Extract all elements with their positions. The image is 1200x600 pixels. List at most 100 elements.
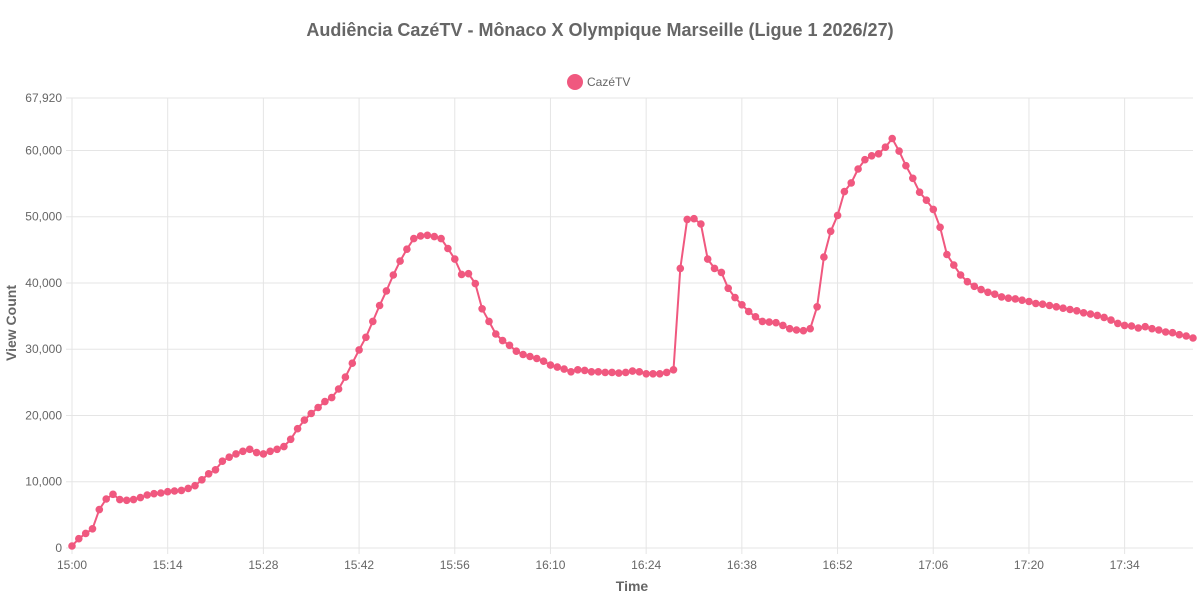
data-point[interactable] [327, 393, 336, 402]
data-point[interactable] [122, 496, 131, 505]
data-point[interactable] [779, 321, 787, 330]
data-point[interactable] [266, 447, 275, 456]
data-point[interactable] [539, 357, 548, 366]
data-point[interactable] [198, 476, 206, 484]
data-point[interactable] [861, 155, 869, 164]
data-point[interactable] [963, 277, 972, 286]
data-point[interactable] [1052, 303, 1061, 311]
data-point[interactable] [724, 284, 732, 293]
data-point[interactable] [977, 285, 985, 294]
data-point[interactable] [615, 369, 623, 377]
data-point[interactable] [806, 324, 814, 333]
data-point[interactable] [293, 424, 302, 433]
data-point[interactable] [498, 336, 507, 345]
data-point[interactable] [519, 350, 527, 359]
data-point[interactable] [587, 368, 596, 376]
data-point[interactable] [177, 486, 186, 495]
data-point[interactable] [567, 368, 575, 376]
data-point[interactable] [129, 495, 138, 504]
data-point[interactable] [929, 205, 938, 214]
data-point[interactable] [546, 361, 555, 369]
data-point[interactable] [1011, 295, 1020, 303]
data-point[interactable] [676, 264, 685, 273]
data-point[interactable] [68, 542, 76, 550]
data-point[interactable] [710, 264, 719, 273]
data-point[interactable] [321, 397, 329, 406]
data-point[interactable] [211, 466, 220, 474]
data-point[interactable] [252, 448, 261, 457]
data-point[interactable] [116, 495, 124, 504]
data-point[interactable] [888, 134, 896, 143]
data-point[interactable] [163, 487, 172, 496]
data-point[interactable] [608, 368, 616, 377]
data-point[interactable] [451, 255, 459, 263]
data-point[interactable] [697, 220, 705, 228]
data-point[interactable] [560, 365, 568, 373]
data-point[interactable] [922, 196, 931, 204]
data-point[interactable] [75, 534, 83, 543]
data-point[interactable] [239, 447, 247, 456]
data-point[interactable] [1038, 300, 1047, 309]
data-point[interactable] [1182, 332, 1190, 340]
data-point[interactable] [273, 445, 281, 454]
data-point[interactable] [854, 165, 862, 173]
data-point[interactable] [492, 330, 500, 338]
data-point[interactable] [314, 403, 322, 412]
data-point[interactable] [813, 303, 821, 311]
data-point[interactable] [362, 333, 370, 342]
data-point[interactable] [751, 313, 760, 321]
data-point[interactable] [430, 232, 439, 241]
data-point[interactable] [642, 370, 650, 378]
data-point[interactable] [997, 293, 1006, 301]
data-point[interactable] [286, 435, 295, 444]
data-point[interactable] [820, 253, 828, 261]
data-point[interactable] [1079, 309, 1088, 317]
data-point[interactable] [1107, 316, 1115, 324]
data-point[interactable] [895, 147, 903, 155]
data-point[interactable] [703, 255, 712, 263]
data-point[interactable] [874, 150, 883, 158]
data-point[interactable] [1127, 322, 1136, 330]
data-point[interactable] [649, 370, 657, 378]
data-point[interactable] [1175, 330, 1184, 339]
data-point[interactable] [936, 223, 944, 232]
data-point[interactable] [403, 245, 411, 253]
data-point[interactable] [738, 301, 746, 309]
data-point[interactable] [471, 279, 480, 288]
data-point[interactable] [717, 268, 726, 277]
data-point[interactable] [157, 489, 165, 497]
data-point[interactable] [423, 231, 432, 240]
data-point[interactable] [1025, 297, 1033, 306]
data-point[interactable] [143, 491, 151, 499]
data-point[interactable] [485, 317, 493, 326]
data-point[interactable] [1155, 326, 1163, 334]
data-point[interactable] [621, 368, 630, 377]
data-point[interactable] [280, 442, 288, 451]
data-point[interactable] [109, 490, 117, 499]
data-point[interactable] [170, 487, 179, 495]
data-point[interactable] [1066, 305, 1074, 314]
data-point[interactable] [88, 525, 97, 533]
data-point[interactable] [526, 352, 534, 361]
data-point[interactable] [594, 368, 603, 376]
data-point[interactable] [785, 324, 794, 333]
data-point[interactable] [950, 261, 958, 269]
data-point[interactable] [574, 366, 582, 374]
data-point[interactable] [1134, 324, 1143, 332]
data-point[interactable] [553, 363, 562, 371]
data-point[interactable] [396, 257, 404, 265]
data-point[interactable] [765, 318, 773, 326]
data-point[interactable] [984, 288, 992, 297]
data-point[interactable] [669, 366, 678, 374]
data-point[interactable] [915, 188, 924, 196]
data-point[interactable] [943, 250, 951, 259]
data-point[interactable] [867, 152, 876, 160]
data-point[interactable] [792, 326, 801, 334]
data-point[interactable] [1086, 310, 1095, 318]
data-point[interactable] [341, 373, 350, 381]
data-point[interactable] [881, 143, 890, 151]
data-point[interactable] [690, 214, 698, 223]
data-point[interactable] [635, 368, 644, 376]
data-point[interactable] [744, 307, 753, 316]
data-point[interactable] [991, 290, 999, 299]
